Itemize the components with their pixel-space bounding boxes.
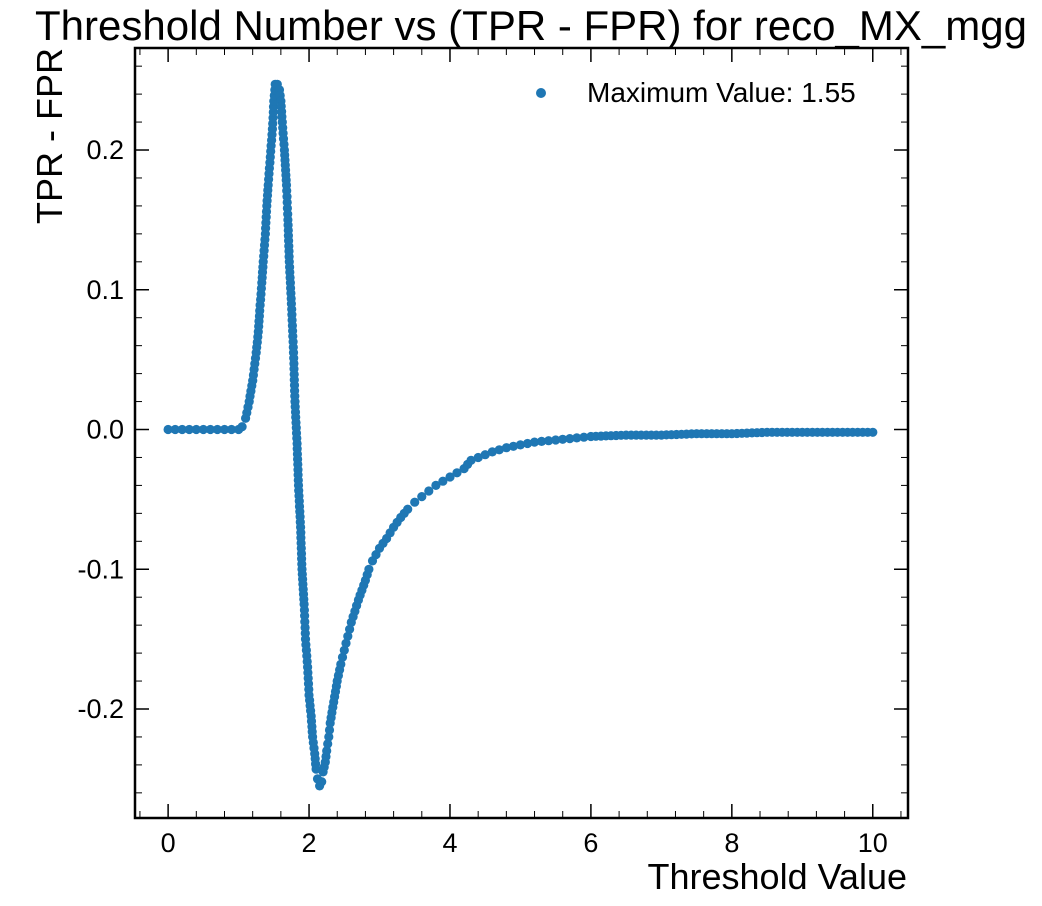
data-points: [163, 79, 878, 791]
data-point: [424, 486, 434, 496]
data-point: [572, 433, 582, 443]
data-point: [515, 440, 526, 450]
data-point: [431, 480, 441, 490]
data-point: [529, 437, 540, 447]
x-tick-label: 4: [442, 828, 457, 858]
data-point: [237, 422, 247, 432]
data-point: [452, 468, 462, 478]
y-tick-label: -0.2: [77, 694, 124, 724]
data-point-interp: [324, 725, 335, 735]
y-axis-label: TPR - FPR: [29, 48, 70, 224]
x-tick-label: 10: [858, 828, 888, 858]
data-point: [317, 777, 327, 787]
data-point: [311, 764, 321, 774]
data-point: [198, 424, 208, 435]
x-tick-label: 6: [583, 828, 598, 858]
plot-frame: [133, 46, 910, 820]
data-point-interp: [345, 624, 355, 634]
data-point: [226, 424, 237, 435]
data-point: [417, 492, 427, 502]
data-point-interp: [537, 436, 547, 446]
legend: Maximum Value: 1.55: [536, 77, 856, 108]
chart-title: Threshold Number vs (TPR - FPR) for reco…: [35, 2, 1027, 49]
data-point: [184, 424, 194, 435]
x-axis-label: Threshold Value: [648, 856, 908, 897]
data-point: [343, 631, 353, 641]
data-point: [403, 504, 413, 514]
data-point-interp: [565, 434, 575, 444]
data-point: [170, 424, 180, 435]
y-tick-label: -0.1: [77, 554, 124, 584]
data-point: [868, 427, 878, 437]
data-point-interp: [579, 432, 589, 442]
legend-label: Maximum Value: 1.55: [587, 77, 856, 108]
x-tick-label: 0: [161, 828, 176, 858]
data-point: [219, 424, 230, 435]
data-point: [558, 434, 568, 444]
data-point: [445, 472, 455, 482]
data-point: [473, 452, 483, 463]
y-tick-label: 0.0: [86, 415, 124, 445]
data-point: [324, 732, 334, 742]
x-tick-label: 2: [302, 828, 317, 858]
data-point: [480, 450, 490, 460]
data-point: [487, 447, 497, 457]
data-point-interp: [323, 739, 333, 749]
data-point: [364, 564, 374, 574]
data-point: [191, 424, 201, 435]
data-point: [438, 476, 448, 486]
y-tick-label: 0.2: [86, 135, 124, 165]
x-tick-label: 8: [724, 828, 739, 858]
data-point: [544, 436, 554, 446]
data-point: [212, 424, 222, 435]
data-point: [466, 455, 476, 465]
data-point-interp: [508, 441, 518, 451]
data-point: [205, 424, 215, 435]
data-point: [339, 645, 349, 655]
plot-area: [133, 46, 910, 820]
y-tick-label: 0.1: [86, 275, 124, 305]
axis-ticks: 0 2 4 6 8 10 -0.2 -0.1 0.0 0.1 0.2: [77, 48, 908, 858]
data-point: [501, 443, 511, 453]
data-point-interp: [337, 652, 348, 662]
legend-marker: [536, 88, 546, 98]
data-point-interp: [341, 638, 351, 648]
data-point: [336, 659, 346, 669]
data-point: [163, 424, 173, 435]
data-point-interp: [551, 435, 561, 445]
data-point-interp: [494, 445, 504, 455]
data-point: [410, 497, 420, 507]
data-point: [177, 424, 187, 435]
data-point-interp: [522, 438, 533, 449]
data-point: [322, 746, 332, 756]
